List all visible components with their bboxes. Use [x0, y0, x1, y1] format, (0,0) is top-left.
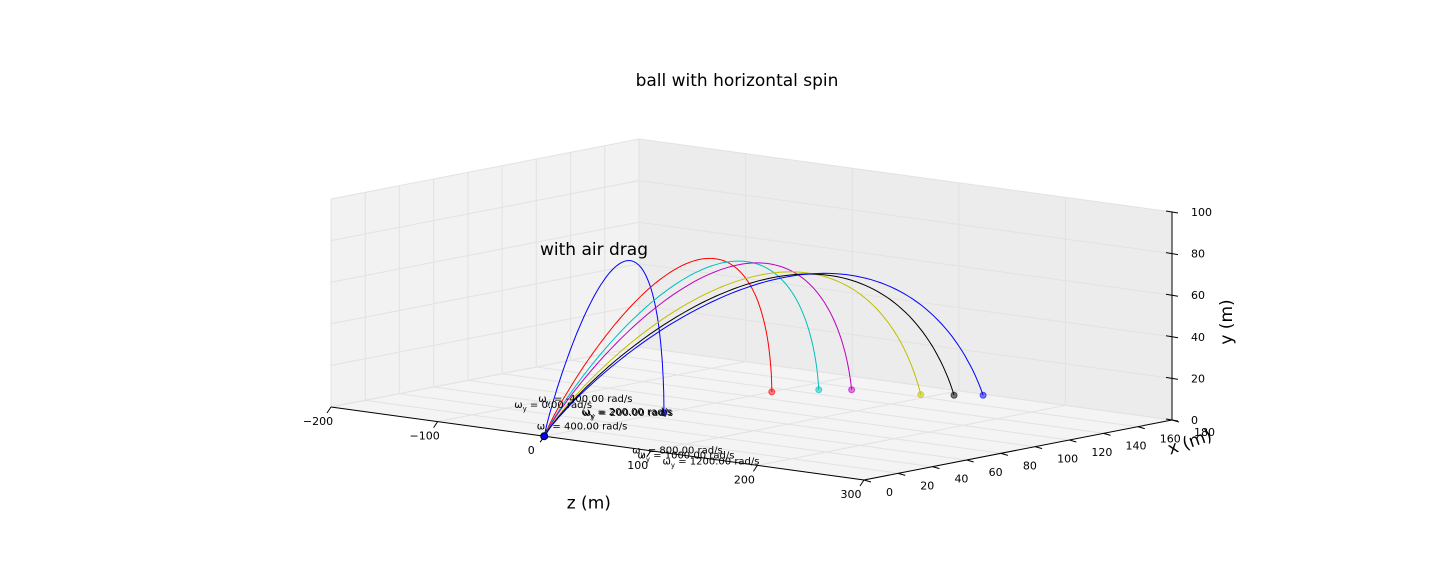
- landing-marker-4: [917, 391, 925, 399]
- chart-title: ball with horizontal spin: [635, 71, 839, 91]
- trajectory-1: [543, 257, 773, 437]
- x-tick: [1103, 432, 1111, 436]
- x-tick-label: 20: [920, 479, 934, 492]
- z-tick-label: −100: [409, 430, 439, 443]
- x-tick: [966, 459, 974, 463]
- x-tick-label: 40: [954, 473, 968, 486]
- trajectory-5: [543, 273, 955, 437]
- z-tick-label: 300: [841, 488, 862, 501]
- x-tick-label: 120: [1091, 446, 1112, 459]
- x-tick: [898, 472, 906, 476]
- trajectory-4: [543, 271, 922, 437]
- grid-line-y: [330, 221, 1173, 296]
- y-tick-label: 80: [1191, 248, 1205, 261]
- y-tick-label: 0: [1191, 414, 1198, 427]
- x-tick: [1137, 426, 1145, 430]
- grid-line-y: [330, 263, 1173, 338]
- series-labels: ωy = -400.00 rad/sωy = 0.00 rad/sωy = 20…: [514, 394, 759, 469]
- y-axis-label: y (m): [1217, 299, 1237, 344]
- y-tick: [1165, 293, 1179, 297]
- y-tick-label: 40: [1191, 331, 1205, 344]
- x-tick: [1034, 446, 1043, 450]
- series-label-3: ωy = 400.00 rad/s: [537, 422, 628, 435]
- series-label-extra-0: ωy = 200.00 rad/s: [583, 408, 674, 421]
- grid-line-y: [330, 180, 1173, 255]
- landing-marker-5: [950, 391, 958, 399]
- landing-marker-0: [660, 409, 668, 417]
- x-tick-label: 80: [1023, 459, 1037, 472]
- series-label-4: ωy = 800.00 rad/s: [632, 445, 723, 458]
- y-tick-label: 60: [1191, 289, 1205, 302]
- series-label-6: ωy = 1200.00 rad/s: [663, 457, 760, 470]
- x-axis-line: [863, 419, 1173, 481]
- x-tick: [932, 466, 940, 470]
- trajectory-3: [543, 262, 853, 437]
- z-tick: [433, 421, 439, 428]
- y-tick: [1165, 210, 1179, 214]
- series-label-1: ωy = 0.00 rad/s: [514, 400, 592, 413]
- series-label-2: ωy = 200.00 rad/s: [582, 407, 673, 420]
- x-tick-label: 100: [1057, 453, 1078, 466]
- series-label-0: ωy = -400.00 rad/s: [538, 394, 632, 407]
- x-tick-label: 180: [1194, 426, 1215, 439]
- launch-marker: [540, 432, 549, 441]
- trajectory-6: [543, 272, 984, 437]
- grid-lines: [330, 138, 1173, 481]
- y-tick: [1165, 252, 1179, 256]
- z-tick: [646, 450, 652, 458]
- x-tick-label: 0: [886, 486, 893, 499]
- axis-panes: [331, 139, 1172, 480]
- landing-marker-6: [979, 391, 987, 399]
- side-pane: [331, 139, 639, 407]
- y-tick: [1165, 418, 1179, 422]
- grid-line-y: [330, 304, 1173, 379]
- axis-lines: [330, 212, 1173, 481]
- z-tick: [326, 406, 332, 414]
- trajectory-2: [543, 260, 820, 437]
- back-pane: [639, 139, 1172, 420]
- x-tick: [1069, 439, 1077, 443]
- y-tick: [1165, 376, 1179, 380]
- series-label-5: ωy = 1000.00 rad/s: [637, 450, 734, 463]
- z-tick-label: 100: [627, 459, 648, 472]
- x-tick-label: 60: [989, 466, 1003, 479]
- annotation-text: with air drag: [540, 240, 648, 260]
- y-tick: [1165, 335, 1179, 339]
- x-axis-label: x (m): [1165, 426, 1214, 460]
- landing-marker-2: [815, 386, 823, 394]
- z-tick: [752, 465, 758, 472]
- x-tick-label: 160: [1160, 433, 1181, 446]
- y-tick-label: 20: [1191, 372, 1205, 385]
- z-tick-label: 200: [734, 473, 755, 486]
- z-axis-label: z (m): [567, 493, 611, 513]
- z-tick: [859, 479, 865, 487]
- x-tick: [1000, 452, 1009, 456]
- grid-line-y: [330, 346, 1173, 421]
- z-tick-label: −200: [303, 415, 333, 428]
- trajectories: [540, 257, 987, 441]
- floor-pane: [331, 347, 1172, 480]
- landing-marker-1: [768, 388, 776, 396]
- y-tick-label: 100: [1191, 206, 1212, 219]
- grid-line-y: [330, 138, 1173, 213]
- landing-marker-3: [848, 386, 856, 394]
- x-tick-label: 140: [1126, 439, 1147, 452]
- z-tick-label: 0: [528, 444, 535, 457]
- x-tick: [863, 479, 872, 483]
- z-axis-line: [330, 406, 865, 481]
- trajectory-0: [543, 260, 665, 437]
